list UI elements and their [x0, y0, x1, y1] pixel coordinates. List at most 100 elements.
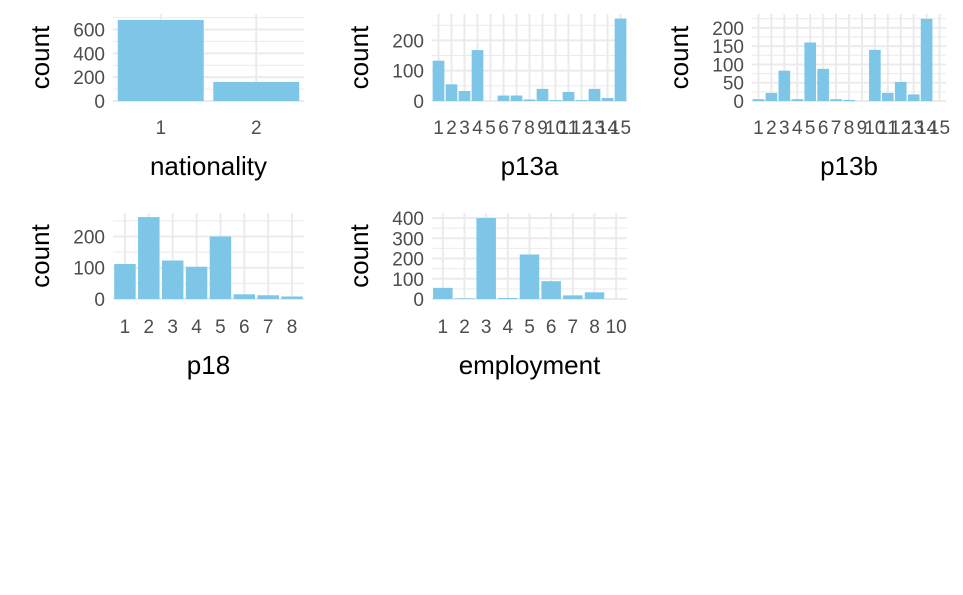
bar	[458, 90, 471, 101]
x-tick-label: 10	[606, 317, 627, 338]
bar	[541, 281, 561, 299]
y-tick-label: 0	[413, 92, 424, 113]
x-axis-title: p13a	[501, 151, 559, 181]
bar	[830, 99, 842, 101]
bar	[209, 236, 232, 299]
x-tick-label: 6	[546, 317, 557, 338]
x-tick-label: 7	[831, 118, 842, 139]
x-axis-title: employment	[459, 350, 601, 380]
x-tick-label: 2	[446, 118, 457, 139]
bar	[804, 42, 817, 101]
x-axis-title: nationality	[150, 151, 267, 181]
bar	[817, 68, 829, 101]
y-axis-title: count	[25, 25, 55, 89]
bar	[588, 88, 601, 101]
bar	[257, 295, 279, 299]
bar	[614, 18, 627, 101]
bar	[843, 99, 855, 101]
bar	[117, 19, 204, 101]
bar	[213, 81, 300, 101]
x-tick-label: 6	[818, 118, 829, 139]
x-tick-label: 9	[857, 118, 868, 139]
x-tick-label: 5	[524, 317, 535, 338]
x-axis-title: p13b	[820, 151, 878, 181]
bar	[497, 95, 510, 101]
x-tick-label: 4	[503, 317, 514, 338]
y-axis-title: count	[344, 25, 374, 89]
bar	[114, 263, 136, 299]
bar	[476, 218, 496, 299]
y-axis-title: count	[664, 25, 694, 89]
x-tick-label: 8	[844, 118, 855, 139]
x-tick-label: 5	[805, 118, 816, 139]
bar	[562, 91, 575, 101]
bar	[752, 99, 765, 101]
x-tick-label: 7	[263, 317, 274, 338]
y-tick-label: 200	[392, 31, 424, 52]
bar	[778, 70, 791, 101]
bar	[510, 95, 523, 101]
y-tick-label: 0	[94, 92, 105, 113]
bar	[233, 294, 256, 299]
x-tick-label: 15	[610, 118, 631, 139]
x-tick-label: 11	[878, 118, 898, 139]
bar	[549, 100, 562, 101]
x-tick-label: 1	[438, 317, 449, 338]
bar	[791, 99, 804, 101]
bar	[138, 217, 160, 299]
x-tick-label: 8	[524, 118, 535, 139]
x-tick-label: 7	[511, 118, 522, 139]
bar	[519, 254, 540, 299]
x-axis-title: p18	[187, 350, 230, 380]
x-tick-label: 6	[498, 118, 509, 139]
x-tick-label: 6	[239, 317, 250, 338]
bar	[523, 99, 536, 101]
bar	[432, 60, 445, 101]
x-tick-label: 12	[890, 118, 911, 139]
bar	[601, 97, 614, 101]
bar	[471, 50, 484, 101]
x-tick-label: 3	[481, 317, 492, 338]
y-tick-label: 200	[392, 250, 424, 271]
y-tick-label: 200	[73, 227, 105, 248]
y-tick-label: 50	[723, 74, 744, 95]
panel-0: 0 200 400 600 1 2 nationality count	[25, 14, 304, 181]
bar	[563, 295, 583, 299]
y-tick-label: 100	[392, 270, 424, 291]
bar	[894, 81, 907, 101]
x-tick-label: 4	[472, 118, 483, 139]
y-axis-title: count	[25, 223, 55, 287]
x-tick-label: 1	[155, 118, 166, 139]
x-tick-label: 1	[120, 317, 131, 338]
bar	[281, 296, 303, 299]
bar	[765, 92, 778, 101]
x-tick-label: 13	[903, 118, 924, 139]
bar	[498, 297, 518, 299]
x-tick-label: 14	[597, 118, 619, 139]
bar	[584, 292, 605, 299]
panel-3: 0 100 200 1 2 3 4 5 6 7 8 p18 count	[25, 213, 304, 380]
x-tick-label: 3	[779, 118, 790, 139]
x-tick-label: 9	[537, 118, 548, 139]
y-tick-label: 400	[392, 209, 424, 230]
x-tick-label: 3	[459, 118, 470, 139]
x-tick-label: 10	[545, 118, 566, 139]
y-tick-label: 300	[392, 229, 424, 250]
bar	[454, 298, 475, 299]
x-tick-label: 2	[459, 317, 470, 338]
bar	[445, 84, 458, 101]
bar	[869, 49, 881, 101]
x-tick-label: 8	[287, 317, 298, 338]
x-tick-label: 3	[167, 317, 178, 338]
bar	[433, 287, 453, 299]
y-tick-label: 400	[73, 44, 105, 65]
x-tick-label: 15	[929, 118, 950, 139]
y-tick-label: 150	[712, 37, 744, 58]
bar	[161, 260, 184, 299]
x-tick-label: 8	[589, 317, 600, 338]
y-tick-label: 200	[73, 68, 105, 89]
x-tick-label: 10	[864, 118, 885, 139]
